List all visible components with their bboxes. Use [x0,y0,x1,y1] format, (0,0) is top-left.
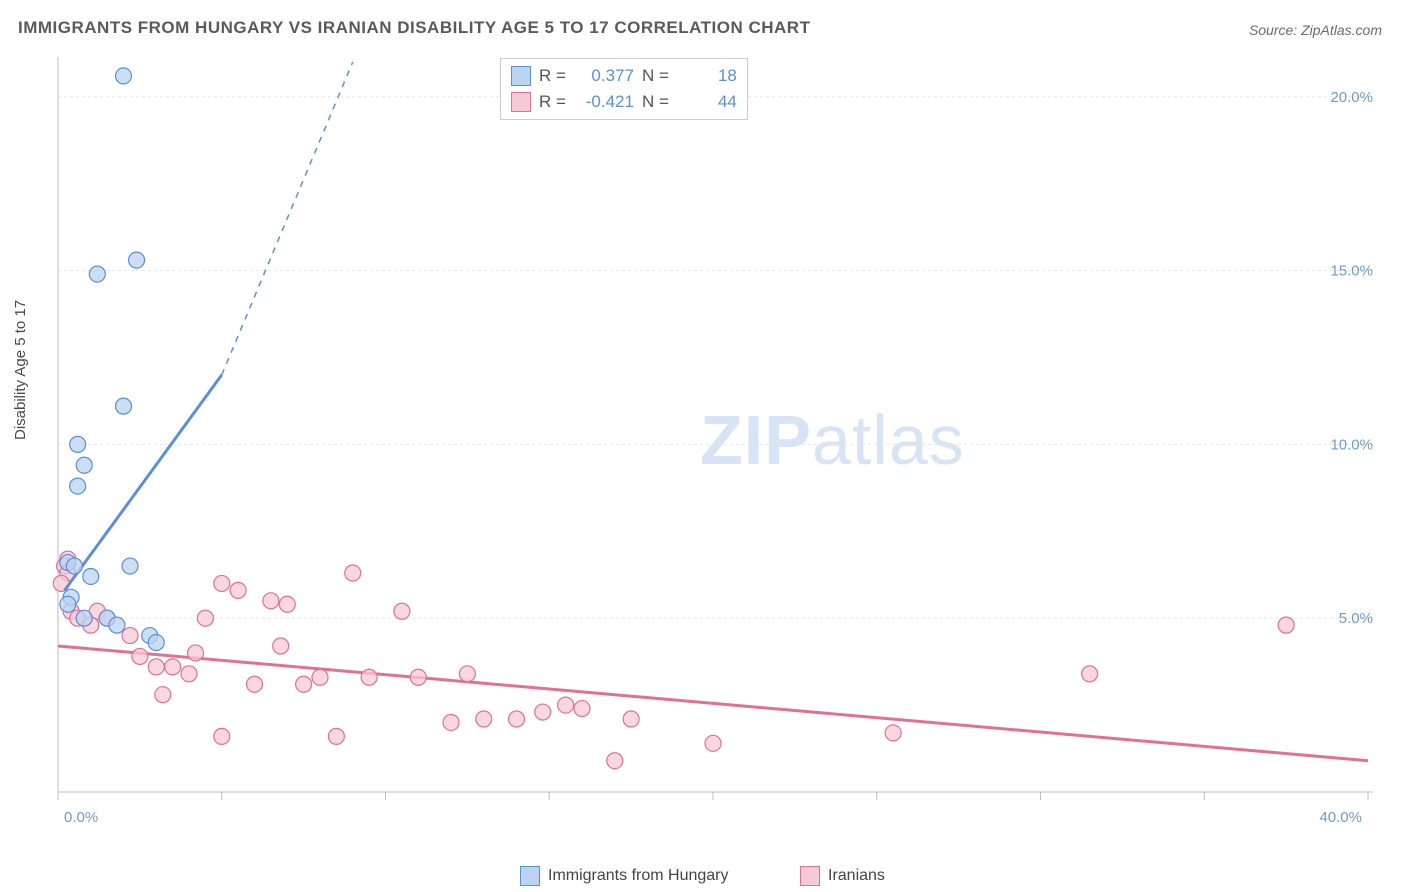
scatter-plot: 5.0% 10.0% 15.0% 20.0% 0.0% 40.0% [48,52,1378,832]
data-point-iranians [1082,666,1098,682]
data-point-iranians [230,582,246,598]
data-point-iranians [885,725,901,741]
data-point-hungary [116,68,132,84]
r-value-iranians: -0.421 [574,92,634,112]
data-point-iranians [1278,617,1294,633]
data-point-iranians [247,676,263,692]
data-point-iranians [607,753,623,769]
data-point-iranians [165,659,181,675]
y-tick-label: 5.0% [1339,610,1373,627]
stats-legend: R = 0.377 N = 18 R = -0.421 N = 44 [500,58,748,120]
y-tick-label: 20.0% [1330,89,1373,106]
stats-row-iranians: R = -0.421 N = 44 [511,89,737,115]
data-point-iranians [558,697,574,713]
data-point-hungary [60,596,76,612]
data-point-hungary [129,252,145,268]
chart-title: IMMIGRANTS FROM HUNGARY VS IRANIAN DISAB… [18,18,810,38]
y-axis-label: Disability Age 5 to 17 [12,300,29,440]
data-point-hungary [122,558,138,574]
swatch-hungary [511,66,531,86]
n-label: N = [642,92,669,112]
data-point-iranians [394,603,410,619]
data-point-iranians [509,711,525,727]
swatch-iranians [511,92,531,112]
data-point-iranians [188,645,204,661]
data-point-hungary [70,478,86,494]
data-point-iranians [263,593,279,609]
x-legend-label-iranians: Iranians [828,867,885,885]
data-point-iranians [410,669,426,685]
x-legend-iranians: Iranians [800,866,885,886]
data-point-hungary [76,610,92,626]
data-point-hungary [109,617,125,633]
data-point-iranians [345,565,361,581]
data-point-iranians [476,711,492,727]
swatch-hungary-x [520,866,540,886]
data-point-iranians [273,638,289,654]
data-point-iranians [361,669,377,685]
stats-row-hungary: R = 0.377 N = 18 [511,63,737,89]
n-value-iranians: 44 [677,92,737,112]
r-label: R = [539,92,566,112]
data-point-hungary [70,436,86,452]
r-label: R = [539,66,566,86]
data-point-iranians [296,676,312,692]
data-point-hungary [83,568,99,584]
y-tick-label: 15.0% [1330,263,1373,280]
data-point-iranians [459,666,475,682]
x-legend-label-hungary: Immigrants from Hungary [548,867,729,885]
data-point-hungary [76,457,92,473]
data-point-iranians [181,666,197,682]
data-point-iranians [535,704,551,720]
data-point-iranians [148,659,164,675]
data-point-hungary [89,266,105,282]
data-point-hungary [148,635,164,651]
data-point-hungary [116,398,132,414]
x-tick-label: 40.0% [1319,809,1362,826]
n-value-hungary: 18 [677,66,737,86]
data-point-iranians [214,575,230,591]
data-point-iranians [443,714,459,730]
source-attribution: Source: ZipAtlas.com [1249,22,1382,38]
data-point-hungary [66,558,82,574]
swatch-iranians-x [800,866,820,886]
data-point-iranians [197,610,213,626]
data-point-iranians [122,628,138,644]
data-point-iranians [328,728,344,744]
r-value-hungary: 0.377 [574,66,634,86]
data-point-iranians [279,596,295,612]
n-label: N = [642,66,669,86]
data-point-iranians [623,711,639,727]
data-point-iranians [574,701,590,717]
data-point-iranians [705,735,721,751]
y-tick-label: 10.0% [1330,436,1373,453]
x-tick-label: 0.0% [64,809,98,826]
data-point-iranians [312,669,328,685]
data-point-iranians [155,687,171,703]
data-point-iranians [132,648,148,664]
data-point-iranians [214,728,230,744]
x-legend-hungary: Immigrants from Hungary [520,866,729,886]
